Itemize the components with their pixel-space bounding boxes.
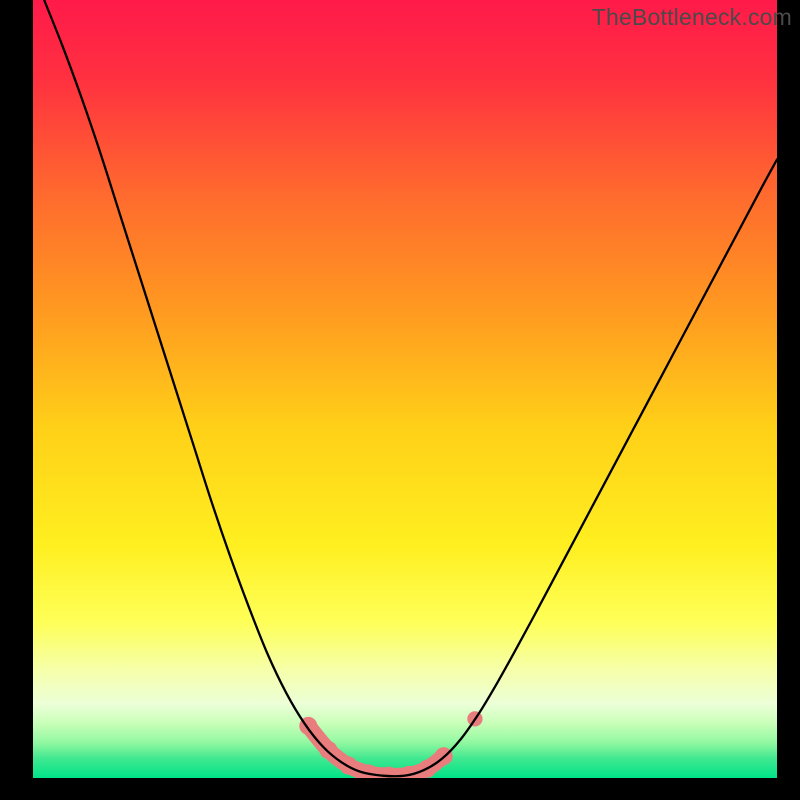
plot-area [33,0,777,778]
watermark-label: TheBottleneck.com [592,4,792,31]
chart-container: TheBottleneck.com [0,0,800,800]
plot-svg [33,0,777,778]
bottleneck-curve [44,0,777,776]
